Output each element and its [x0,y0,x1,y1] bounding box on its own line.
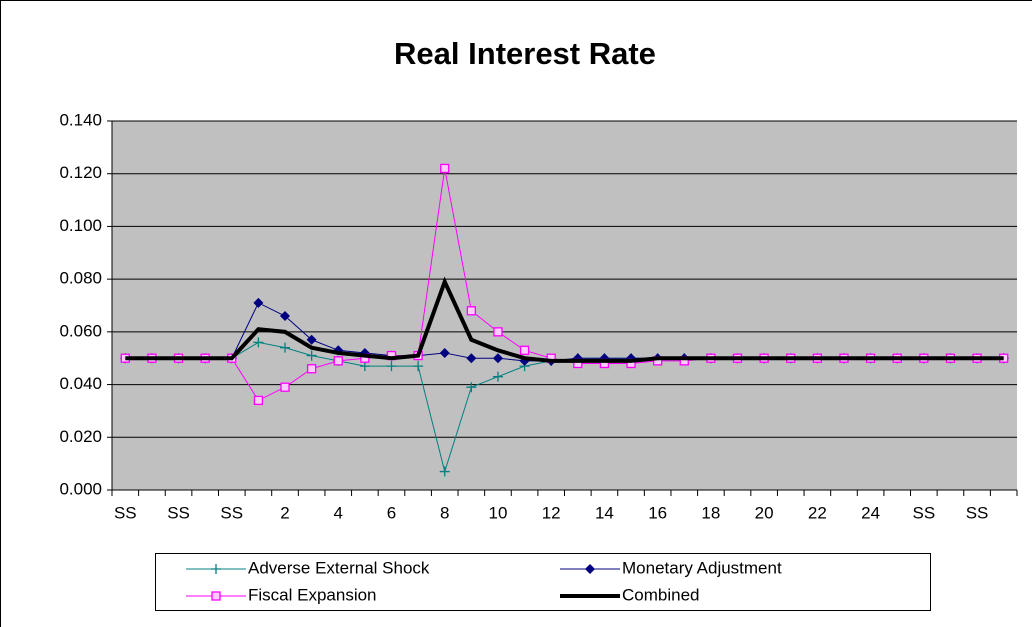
point [466,353,477,364]
point [439,347,450,358]
point [466,306,476,316]
point [492,353,503,364]
x-tick-label: SS [912,503,935,522]
y-tick-label: 0.040 [59,374,102,393]
y-tick-label: 0.100 [59,216,102,235]
legend-label: Monetary Adjustment [622,558,782,577]
point [306,364,317,374]
point [253,297,264,308]
point [439,466,450,477]
y-tick-label: 0.140 [59,110,102,129]
point [280,311,291,322]
y-tick-label: 0.000 [59,479,102,498]
point [519,345,530,355]
point [306,334,317,345]
x-tick-label: 2 [280,503,289,522]
point [440,163,450,174]
point [386,361,397,372]
x-tick-label: SS [966,503,989,522]
y-tick-label: 0.020 [59,427,102,446]
point [492,371,503,382]
point [466,382,477,393]
x-tick-label: 14 [595,503,614,522]
x-tick-label: 24 [861,503,880,522]
point [253,337,264,348]
point [333,356,343,366]
x-tick-label: 12 [542,503,561,522]
point [493,327,503,337]
point [280,342,291,353]
point [280,382,290,392]
x-tick-label: SS [167,503,190,522]
y-tick-label: 0.060 [59,321,102,340]
point [306,350,317,361]
series-line [125,276,1004,363]
chart-title: Real Interest Rate [394,36,656,71]
x-tick-label: SS [114,503,137,522]
legend [155,553,931,611]
x-tick-label: 6 [387,503,396,522]
legend-label: Combined [622,585,700,604]
legend-marker [211,591,221,601]
x-tick-label: 8 [440,503,449,522]
x-tick-label: 18 [701,503,720,522]
x-tick-label: 16 [648,503,667,522]
x-tick-label: 10 [488,503,507,522]
point [253,395,264,406]
x-tick-label: SS [220,503,243,522]
y-tick-label: 0.120 [59,163,102,182]
plot-area [112,121,1017,490]
point [413,361,424,372]
legend-marker [211,564,221,574]
legend-marker [585,564,595,574]
legend-label: Adverse External Shock [248,558,430,577]
y-tick-label: 0.080 [59,269,102,288]
x-tick-label: 4 [334,503,343,522]
x-tick-label: 22 [808,503,827,522]
x-tick-label: 20 [755,503,774,522]
legend-label: Fiscal Expansion [248,585,377,604]
